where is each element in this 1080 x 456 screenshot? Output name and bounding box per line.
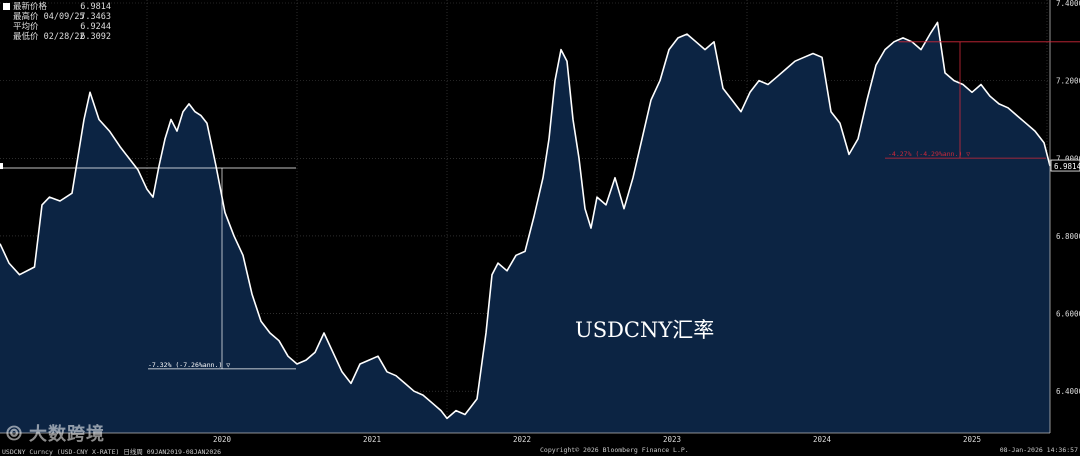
legend-row: 平均价 6.9244: [3, 22, 111, 32]
legend-value: 6.3092: [80, 32, 111, 42]
legend-label: 最新价格: [13, 2, 48, 12]
legend-swatch: [3, 23, 10, 30]
legend-value: 6.9244: [80, 22, 111, 32]
x-tick-label: 2022: [513, 435, 531, 444]
annotation-label: -4.27% (-4.29%ann.) ▽: [888, 150, 970, 158]
x-tick-label: 2023: [663, 435, 681, 444]
watermark: ⦾ 大数跨境: [6, 420, 105, 446]
y-tick-label: 6.4000: [1056, 387, 1080, 396]
footer-copyright: Copyright© 2026 Bloomberg Finance L.P.: [540, 446, 689, 454]
legend: 最新价格 6.9814 最高价 04/09/25 7.3463 平均价 6.92…: [3, 2, 111, 42]
legend-row: 最低价 02/28/22 6.3092: [3, 32, 111, 42]
y-tick-label: 7.4000: [1056, 0, 1080, 8]
left-price-marker: [0, 163, 3, 170]
footer: USDCNY Curncy (USD-CNY X-RATE) 日线周 09JAN…: [0, 445, 1080, 456]
legend-swatch: [3, 3, 10, 10]
last-price-tag-box: [1050, 159, 1080, 172]
legend-row: 最新价格 6.9814: [3, 2, 111, 12]
legend-label: 平均价: [13, 22, 39, 32]
legend-row: 最高价 04/09/25 7.3463: [3, 12, 111, 22]
price-line: [0, 21, 1051, 420]
watermark-text: 大数跨境: [29, 424, 105, 445]
x-tick-label: 2024: [813, 435, 832, 444]
legend-label: 最高价 04/09/25: [13, 12, 85, 22]
price-area: [0, 22, 1050, 434]
chart-title: USDCNY汇率: [575, 318, 714, 342]
footer-source: USDCNY Curncy (USD-CNY X-RATE) 日线周 09JAN…: [2, 448, 222, 456]
legend-label: 最低价 02/28/22: [13, 32, 85, 42]
footer-timestamp: 08-Jan-2026 14:36:57: [999, 446, 1078, 454]
legend-swatch: [3, 33, 10, 40]
legend-value: 6.9814: [80, 2, 111, 12]
x-tick-label: 2020: [213, 435, 232, 444]
y-tick-label: 7.0000: [1056, 154, 1080, 163]
last-price-tag: 6.9814: [1054, 162, 1080, 171]
annotation-label: -7.32% (-7.26%ann.) ▽: [148, 361, 230, 369]
x-tick-label: 2025: [963, 435, 981, 444]
y-tick-label: 6.6000: [1056, 310, 1080, 319]
legend-value: 7.3463: [80, 12, 111, 22]
y-tick-label: 6.8000: [1056, 232, 1080, 241]
y-tick-label: 7.2000: [1056, 77, 1080, 86]
watermark-logo-icon: ⦾: [6, 421, 23, 445]
legend-swatch: [3, 13, 10, 20]
x-tick-label: 2021: [363, 435, 381, 444]
